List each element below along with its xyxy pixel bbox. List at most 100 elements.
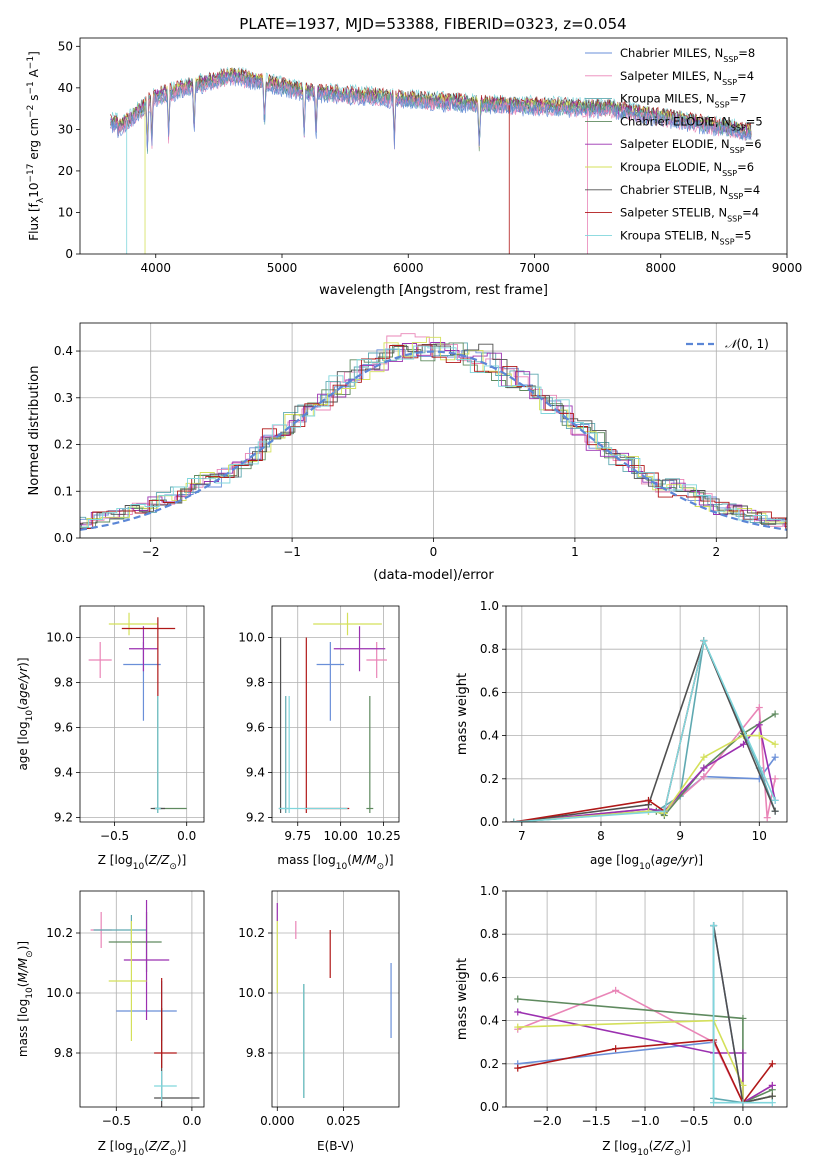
weight_vs_Z-xtick-label: −0.5 — [679, 1114, 708, 1128]
spectrum-xlabel: wavelength [Angstrom, rest frame] — [319, 283, 548, 298]
residuals-xtick-label: −1 — [283, 545, 301, 559]
weight_vs_age-marker — [700, 753, 708, 761]
age_vs_mass-point-7 — [278, 637, 283, 813]
mass_vs_ebv-ytick-label: 10.0 — [238, 986, 265, 1000]
spectrum-xtick-label: 7000 — [519, 261, 550, 275]
mass_vs_Z-point-7 — [154, 1008, 200, 1107]
age_vs_Z-xtick-label: 0.0 — [177, 829, 196, 843]
weight_vs_Z-marker — [768, 1081, 776, 1089]
age_vs_Z-ytick-label: 10.0 — [46, 631, 73, 645]
age_vs_Z-ytick-label: 9.6 — [54, 721, 73, 735]
weight_vs_age-marker — [700, 764, 708, 772]
plot-mass_vs_ebv: 0.000 0.025 9.8 10.0 10.2 E(B-V) — [238, 890, 400, 1153]
weight_vs_age-series-9 — [510, 637, 779, 822]
weight_vs_age-line — [513, 637, 776, 822]
residuals-xlabel: (data-model)/error — [373, 568, 494, 583]
age-vs-mass-xlabel: mass [log10(M/M⊙)] — [277, 853, 393, 872]
spectrum-frame — [79, 37, 788, 255]
weight_vs_age-marker — [644, 807, 652, 815]
weight_vs_age-marker — [755, 732, 763, 740]
weight_vs_Z-ytick-label: 0.6 — [480, 970, 499, 984]
legend-entry-7: Chabrier STELIB, NSSP=4 — [620, 183, 760, 201]
weight_vs_Z-marker — [768, 1092, 776, 1100]
weight_vs_Z-marker — [739, 1049, 747, 1057]
weight_vs_age-marker — [771, 775, 779, 783]
mass_vs_Z-point-8 — [154, 978, 177, 1068]
weight_vs_Z-marker — [739, 1099, 747, 1107]
weight_vs_age-marker — [763, 814, 771, 822]
mass_vs_ebv-xtick-label: 0.025 — [326, 1114, 360, 1128]
age_vs_mass-plot-area — [272, 606, 399, 822]
spectrum-plot-area — [110, 67, 752, 254]
legend-entry-2: Salpeter MILES, NSSP=4 — [620, 69, 754, 87]
spectrum-xtick-label: 4000 — [140, 261, 171, 275]
mass_vs_Z-point-9 — [154, 1071, 177, 1101]
weight_vs_age-marker — [700, 637, 708, 645]
plot-mass_vs_Z: −0.5 0.0 9.8 10.0 10.2 Z [log10(Z/Z⊙)] mass [l… — [16, 890, 205, 1158]
weight_vs_age-xtick-label: 7 — [518, 829, 526, 843]
age_vs_mass-ytick-label: 9.8 — [246, 676, 265, 690]
age_vs_Z-point-5 — [129, 626, 158, 672]
weight_vs_Z-marker — [514, 1064, 522, 1072]
mass_vs_Z-ytick-label: 10.2 — [46, 926, 73, 940]
mass-vs-Z-ylabel: mass [log10(M/M⊙)] — [16, 941, 35, 1057]
age_vs_Z-frame — [79, 605, 205, 823]
weight_vs_age-line — [513, 638, 776, 822]
weight_vs_Z-xtick-label: −1.5 — [582, 1114, 611, 1128]
residuals-xtick-label: 0 — [430, 545, 438, 559]
weight_vs_Z-xtick-label: 0.0 — [733, 1114, 752, 1128]
histogram-series-8 — [80, 344, 787, 530]
weight_vs_Z-marker — [768, 1060, 776, 1068]
age_vs_Z-ytick-label: 9.8 — [54, 676, 73, 690]
residuals-ylabel: Normed distribution — [27, 366, 42, 496]
weight_vs_Z-line — [712, 925, 773, 1104]
age_vs_mass-ytick-label: 9.6 — [246, 721, 265, 735]
spectrum-ytick-label: 0 — [65, 247, 73, 261]
weight_vs_Z-marker — [768, 1099, 776, 1107]
mass-vs-ebv-xlabel: E(B-V) — [317, 1139, 354, 1153]
weight_vs_age-ylabel: mass weight — [455, 673, 470, 755]
spectrum-series-4 — [110, 71, 752, 152]
weight_vs_age-marker — [771, 740, 779, 748]
weight_vs_Z-ytick-label: 0.8 — [480, 927, 499, 941]
age_vs_Z-point-4 — [153, 696, 187, 813]
age_vs_mass-point-2 — [366, 642, 387, 678]
age_vs_mass-ytick-label: 9.2 — [246, 811, 265, 825]
spectrum-xtick-label: 6000 — [393, 261, 424, 275]
weight_vs_age-series-1 — [510, 753, 779, 822]
mass_vs_Z-ytick-label: 9.8 — [54, 1046, 73, 1060]
histogram-series-3 — [80, 342, 787, 523]
residuals-plot-area — [80, 323, 787, 538]
age_vs_mass-point-1 — [316, 642, 345, 721]
age_vs_mass-ytick-label: 10.0 — [238, 631, 265, 645]
legend-entry-6: Kroupa ELODIE, NSSP=6 — [620, 160, 754, 178]
mass_vs_ebv-ytick-label: 10.2 — [238, 926, 265, 940]
age_vs_Z-plot-area — [80, 606, 204, 822]
age_vs_Z-ytick-label: 9.2 — [54, 811, 73, 825]
weight_vs_age-marker — [755, 704, 763, 712]
weight_vs_age-marker — [771, 807, 779, 815]
age_vs_Z-xtick-label: −0.5 — [100, 829, 129, 843]
weight_vs_age-ytick-label: 0.0 — [480, 815, 499, 829]
weight_vs_age-series-3 — [510, 637, 779, 822]
weight_vs_age-marker — [510, 818, 518, 822]
residuals-xtick-label: 1 — [571, 545, 579, 559]
residuals-ytick-label: 0.1 — [54, 484, 73, 498]
mass_vs_Z-point-5 — [123, 900, 170, 1020]
spectrum-xtick-label: 5000 — [267, 261, 298, 275]
histogram-series-4 — [80, 342, 787, 529]
age_vs_Z-point-1 — [123, 642, 161, 721]
residuals-ytick-label: 0.0 — [54, 531, 73, 545]
weight_vs_age-frame — [505, 605, 788, 823]
weight_vs_Z-ytick-label: 0.2 — [480, 1057, 499, 1071]
residuals-ytick-label: 0.2 — [54, 438, 73, 452]
weight_vs_Z-marker — [514, 1008, 522, 1016]
age-vs-Z-xlabel: Z [log10(Z/Z⊙)] — [98, 853, 187, 872]
weight_vs_age-marker — [700, 773, 708, 781]
legend-entry-4: Chabrier ELODIE, NSSP=5 — [620, 114, 763, 131]
mass_vs_Z-xtick-label: 0.0 — [182, 1114, 201, 1128]
weight_vs_Z-frame — [505, 890, 788, 1108]
weight_vs_age-marker — [771, 796, 779, 804]
weight_vs_age-ytick-label: 1.0 — [480, 599, 499, 613]
